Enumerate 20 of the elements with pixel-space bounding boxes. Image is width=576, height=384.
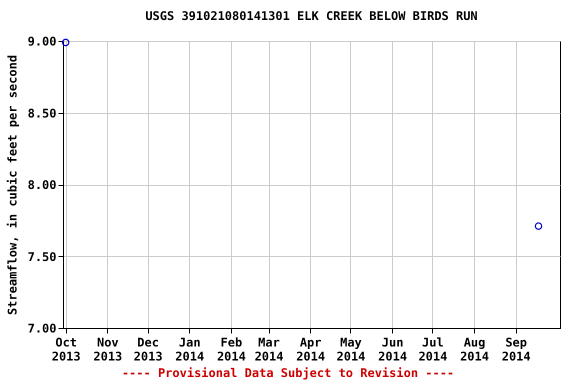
x-tick-label: Aug 2014 [460,336,489,364]
x-tick-label: Jan 2014 [175,336,204,364]
x-tick-label: Sep 2014 [502,336,531,364]
x-tick-label: Mar 2014 [254,336,284,364]
y-tick-label: 8.00 [28,178,56,192]
y-tick-label: 7.00 [28,322,56,336]
x-tick-label: Feb 2014 [216,336,246,364]
x-tick-label: Jul 2014 [418,336,448,364]
x-tick-label: Jun 2014 [378,336,408,364]
x-tick-label: Nov 2013 [93,336,122,364]
y-tick-label: 8.50 [28,106,56,120]
y-tick-label: 9.00 [28,34,56,48]
chart-title: USGS 391021080141301 ELK CREEK BELOW BIRDS RUN [145,9,478,23]
x-tick-label: Apr 2014 [296,336,326,364]
y-tick-label: 7.50 [28,250,56,264]
x-tick-label: Oct 2013 [52,336,81,364]
x-tick-label: Dec 2013 [134,336,163,364]
y-axis-title: Streamflow, in cubic feet per second [6,54,20,316]
x-tick-label: May 2014 [336,336,366,364]
text: ---- Provisional Data Subject to Revision ---- [120,366,456,380]
